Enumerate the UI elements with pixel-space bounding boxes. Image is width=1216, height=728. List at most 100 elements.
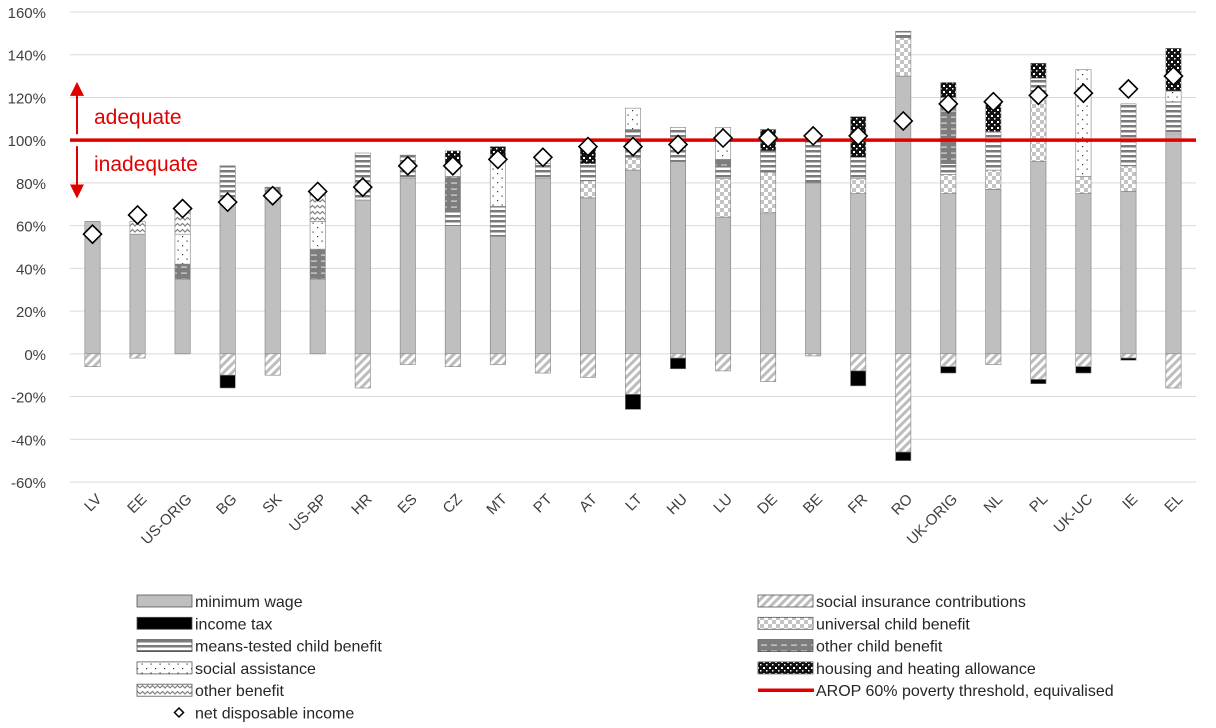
x-tick-label: AT (576, 491, 601, 516)
legend-swatch-net-disposable-income (173, 706, 185, 719)
legend-label-arop-60-poverty-threshold-equivalised: AROP 60% poverty threshold, equivalised (816, 683, 1114, 700)
legend: minimum wage income tax means-tested child… (136, 594, 1114, 723)
bar-segment-income-tax-pl (1030, 379, 1047, 385)
bar-segment-social-insurance-contributions-uk-orig (940, 353, 957, 367)
y-tick-label: 80% (16, 176, 46, 193)
bar-segment-other-child-benefit-lu (715, 159, 732, 167)
bar-segment-minimum-wage-mt (489, 236, 506, 355)
bar-segment-other-child-benefit-us-orig (174, 263, 191, 280)
net-income-marker-ie (1118, 78, 1139, 100)
bar-segment-universal-child-benefit-uk-uc (1075, 176, 1092, 194)
net-income-marker-uk-uc (1073, 83, 1094, 104)
bar-segment-minimum-wage-el (1165, 133, 1182, 355)
bar-segment-social-insurance-contributions-lt (625, 353, 641, 395)
bar-segment-social-insurance-contributions-uk-uc (1075, 353, 1092, 367)
y-tick-label: 100% (8, 133, 46, 150)
legend-label-social-insurance-contributions: social insurance contributions (816, 594, 1026, 611)
bar-segment-universal-child-benefit-fr (850, 178, 867, 194)
legend-label-income-tax: income tax (195, 616, 272, 633)
bar-segment-social-insurance-contributions-nl (985, 353, 1002, 365)
bar-segment-social-insurance-contributions-hr (354, 353, 371, 389)
annotation-adequate: adequate (94, 106, 182, 129)
x-tick-label: HR (348, 491, 375, 518)
legend-label-net-disposable-income: net disposable income (195, 706, 354, 723)
net-income-marker-cz (442, 155, 463, 176)
legend-label-universal-child-benefit: universal child benefit (816, 616, 970, 633)
x-tick-label: US-BP (286, 491, 330, 535)
net-income-marker-hu (667, 134, 689, 155)
x-tick-label: BG (213, 491, 240, 518)
bar-segment-minimum-wage-bg (219, 203, 236, 355)
bar-segment-social-insurance-contributions-bg (219, 353, 236, 376)
bar-segment-universal-child-benefit-nl (985, 169, 1002, 190)
bar-segment-universal-child-benefit-ie (1120, 165, 1137, 192)
net-income-marker-de (757, 127, 779, 149)
bar-segment-minimum-wage-uk-orig (940, 193, 957, 355)
y-tick-label: 160% (8, 5, 46, 22)
bar-segment-means-tested-child-benefit-ro (895, 30, 912, 38)
net-income-marker-mt (487, 149, 509, 170)
bar-segment-means-tested-child-benefit-de (760, 150, 777, 173)
bar-segment-minimum-wage-hu (670, 161, 686, 355)
x-tick-label: FR (845, 491, 871, 517)
legend-label-means-tested-child-benefit: means-tested child benefit (195, 639, 382, 656)
bar-segment-universal-child-benefit-lt (625, 156, 641, 171)
net-income-marker-ro (893, 110, 914, 132)
legend-swatch-income-tax (136, 616, 193, 630)
net-income-marker-pl (1028, 85, 1049, 106)
bar-segment-social-assistance-lt (625, 107, 641, 130)
bar-segment-social-insurance-contributions-be (805, 353, 822, 357)
bar-segment-social-assistance-us-bp (309, 221, 326, 250)
bar-segment-minimum-wage-us-orig (174, 278, 191, 355)
bar-segment-housing-and-heating-allowance-pl (1030, 62, 1047, 79)
bar-segment-minimum-wage-ee (129, 233, 146, 355)
bar-segment-income-tax-bg (219, 374, 236, 389)
bars (84, 30, 1182, 461)
y-tick-label: 140% (8, 48, 46, 65)
bar-segment-social-insurance-contributions-ro (895, 353, 912, 453)
bar-segment-minimum-wage-sk (264, 195, 281, 355)
bar-segment-social-insurance-contributions-fr (850, 353, 867, 372)
y-tick-label: -60% (11, 475, 46, 492)
bar-segment-means-tested-child-benefit-el (1165, 101, 1182, 135)
x-tick-label: LT (622, 491, 646, 515)
y-tick-label: 0% (24, 347, 46, 364)
bar-segment-income-tax-fr (850, 370, 867, 387)
y-tick-label: 120% (8, 90, 46, 107)
x-tick-label: ES (394, 491, 420, 517)
net-income-marker-nl (983, 91, 1004, 112)
net-income-marker-pt (532, 147, 554, 168)
bar-segment-minimum-wage-cz (444, 225, 461, 355)
x-tick-label: HU (664, 491, 691, 518)
net-income-marker-at (577, 136, 599, 157)
bar-segment-income-tax-ie (1120, 357, 1137, 361)
bar-segment-minimum-wage-pt (534, 178, 551, 355)
x-tick-label: RO (888, 491, 916, 519)
bar-segment-income-tax-uk-uc (1075, 366, 1092, 374)
x-tick-label: CZ (440, 491, 466, 517)
bar-segment-means-tested-child-benefit-lu (715, 165, 732, 179)
y-tick-label: 20% (16, 304, 46, 321)
bar-segment-minimum-wage-at (580, 197, 596, 355)
legend-swatch-social-insurance-contributions (757, 594, 814, 608)
bar-segment-means-tested-child-benefit-mt (489, 206, 506, 237)
legend-swatch-other-benefit (136, 683, 193, 697)
bar-segment-minimum-wage-lu (715, 216, 732, 355)
bar-segment-universal-child-benefit-de (760, 171, 777, 214)
y-tick-label: -40% (11, 432, 46, 449)
bar-segment-other-child-benefit-us-bp (309, 248, 326, 280)
bar-segment-social-insurance-contributions-ie (1120, 353, 1137, 359)
bar-segment-social-insurance-contributions-lu (715, 353, 732, 372)
markers (82, 65, 1184, 245)
bar-segment-minimum-wage-de (760, 212, 777, 355)
bar-segment-social-insurance-contributions-pl (1030, 353, 1047, 380)
bar-segment-minimum-wage-us-bp (309, 278, 326, 355)
legend-swatch-other-child-benefit (757, 639, 814, 652)
bar-segment-minimum-wage-pl (1030, 161, 1047, 355)
x-tick-label: DE (754, 491, 781, 518)
net-income-marker-lt (622, 136, 644, 157)
net-income-marker-bg (217, 192, 238, 213)
x-tick-label: SK (259, 491, 285, 517)
net-income-marker-sk (262, 185, 283, 206)
